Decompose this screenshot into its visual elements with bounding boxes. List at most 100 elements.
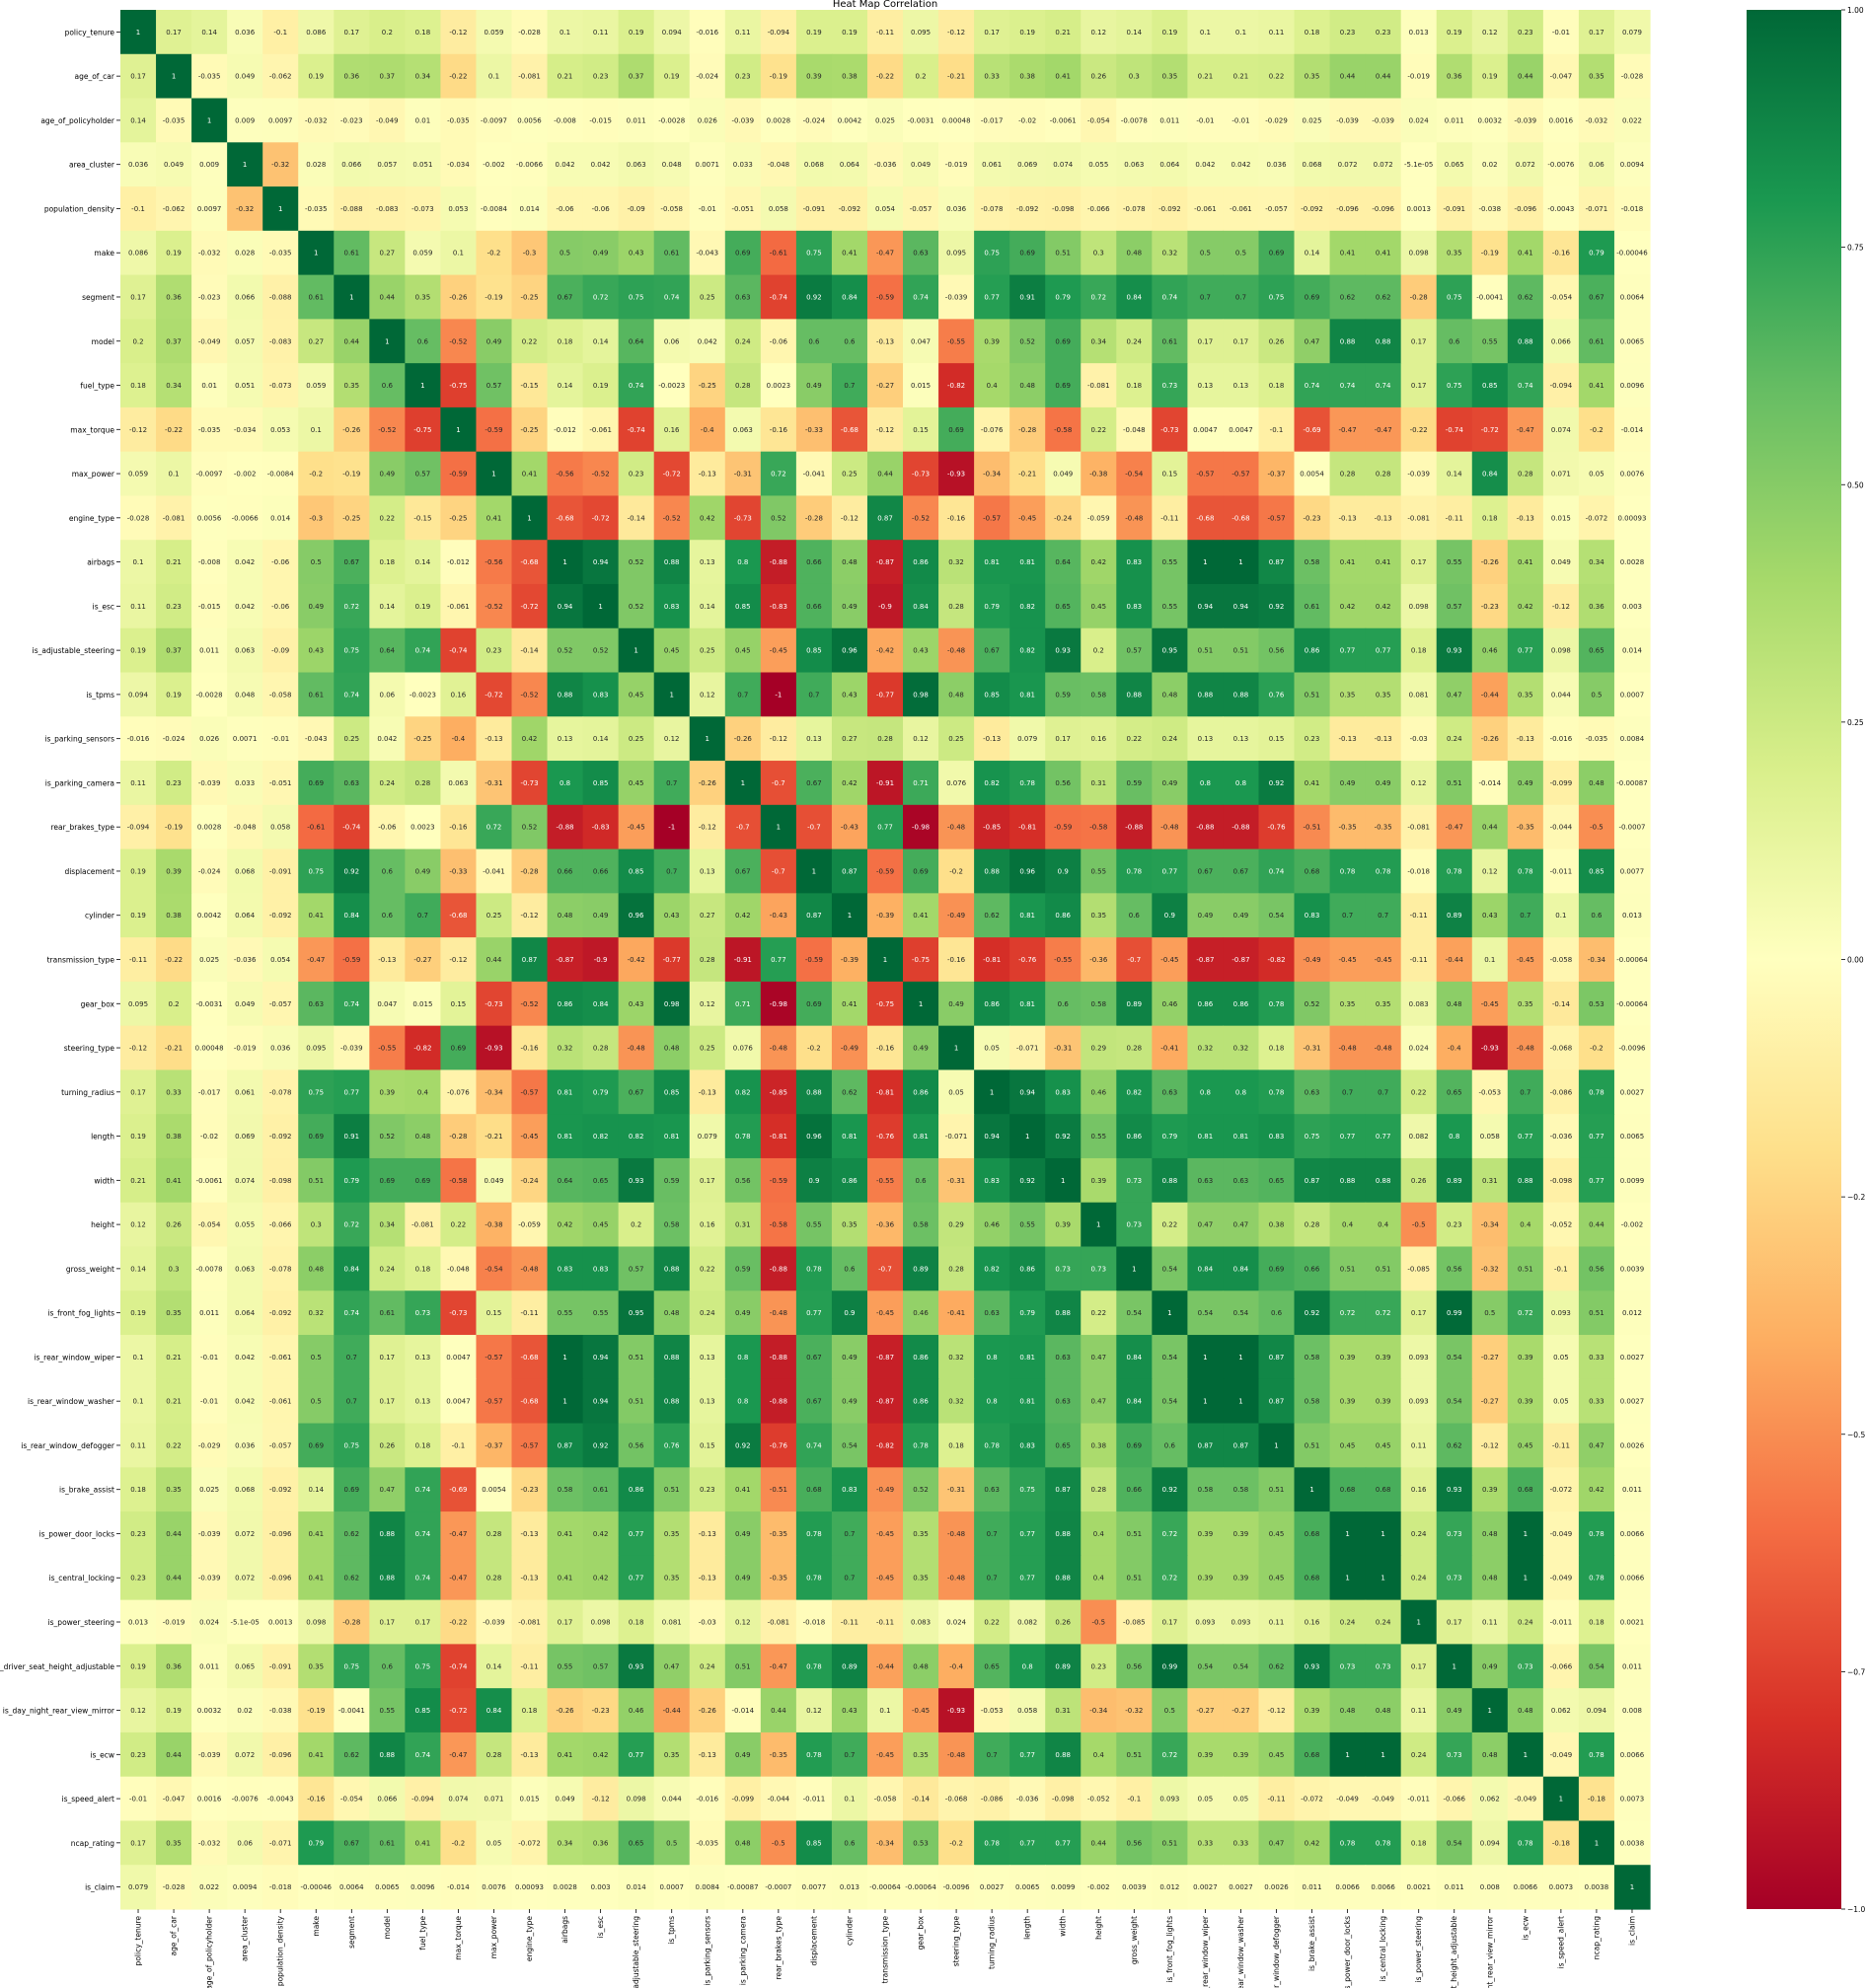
cell-value-label: -0.06: [770, 337, 788, 345]
cell-value-label: -0.041: [803, 471, 826, 479]
cell-value-label: -0.14: [1552, 1000, 1571, 1008]
cell-value-label: 0.1: [879, 1707, 890, 1715]
cell-value-label: -0.11: [1552, 1441, 1570, 1449]
cell-value-label: 0.58: [913, 1221, 929, 1229]
heatmap-cell: [724, 319, 762, 364]
heatmap-cell: [405, 53, 442, 100]
heatmap-cell: [156, 406, 192, 453]
cell-value-label: -0.3: [309, 514, 323, 522]
cell-value-label: -0.048: [768, 161, 790, 169]
cell-value-label: -0.088: [269, 293, 292, 301]
cell-value-label: 0.45: [1090, 603, 1106, 611]
cell-value-label: 0.17: [984, 29, 1000, 37]
cell-value-label: 0.0096: [1620, 382, 1645, 390]
cell-value-label: 0.84: [1127, 1398, 1143, 1406]
cell-value-label: 0.064: [840, 161, 860, 169]
cell-value-label: 0.43: [913, 647, 929, 655]
cell-value-label: 0.73: [1090, 1265, 1106, 1273]
cell-value-label: 0.35: [344, 382, 360, 390]
cell-value-label: 0.48: [415, 1133, 431, 1141]
cell-value-label: -0.0041: [338, 1707, 365, 1715]
cell-value-label: -0.0031: [908, 116, 934, 124]
cell-value-label: 0.5: [1164, 1707, 1175, 1715]
cell-value-label: 0.0084: [696, 1883, 720, 1891]
cell-value-label: 0.51: [308, 1177, 324, 1185]
cell-value-label: 0.73: [1518, 1662, 1533, 1670]
cell-value-label: 0.011: [1159, 116, 1179, 124]
heatmap-cell: [1329, 274, 1367, 320]
cell-value-label: 0.27: [308, 337, 324, 345]
cell-value-label: 0.12: [913, 735, 929, 743]
column-label: area_cluster: [241, 1915, 250, 1961]
heatmap-cell: [156, 186, 192, 232]
cell-value-label: 0.32: [1162, 250, 1178, 258]
cell-value-label: 0.21: [130, 1177, 146, 1185]
cell-value-label: 0.42: [1376, 603, 1391, 611]
row-label: is_front_fog_lights: [47, 1309, 114, 1318]
cell-value-label: 0.75: [415, 1662, 431, 1670]
heatmap-cell: [1436, 274, 1473, 320]
row-label: population_density: [44, 204, 115, 213]
cell-value-label: -0.35: [770, 1530, 787, 1538]
heatmap-cell: [1400, 363, 1438, 408]
cell-value-label: 0.2: [915, 73, 926, 81]
cell-value-label: 0.74: [1518, 382, 1533, 390]
cell-value-label: -0.018: [803, 1619, 826, 1627]
cell-value-label: 0.17: [1411, 382, 1427, 390]
cell-value-label: -0.59: [876, 293, 894, 301]
cell-value-label: -0.25: [413, 735, 431, 743]
cell-value-label: 0.1: [132, 1398, 143, 1406]
cell-value-label: 0.29: [948, 1221, 964, 1229]
cell-value-label: -0.00087: [1616, 779, 1647, 787]
cell-value-label: 0.36: [166, 1662, 182, 1670]
cell-value-label: 0.32: [948, 558, 964, 566]
cell-value-label: 0.011: [1445, 116, 1464, 124]
cell-value-label: 0.39: [1090, 1177, 1106, 1185]
cell-value-label: 0.049: [1053, 471, 1073, 479]
cell-value-label: 0.75: [1269, 293, 1285, 301]
cell-value-label: 0.68: [1305, 1575, 1320, 1583]
cell-value-label: 0.56: [735, 1177, 751, 1185]
heatmap-cell: [511, 406, 549, 453]
cell-value-label: 0.064: [235, 912, 256, 920]
cell-value-label: -0.22: [449, 73, 467, 81]
cell-value-label: -0.31: [947, 1177, 965, 1185]
heatmap-cell: [903, 319, 939, 364]
heatmap-cell: [334, 186, 370, 232]
cell-value-label: 0.94: [984, 1133, 1000, 1141]
row-label: cylinder: [85, 912, 115, 920]
cell-value-label: -0.11: [1410, 956, 1428, 964]
cell-value-label: 0.35: [913, 1530, 929, 1538]
cell-value-label: 0.54: [1447, 1354, 1462, 1362]
cell-value-label: 1: [1025, 1133, 1029, 1141]
cell-value-label: -0.011: [1407, 1796, 1430, 1804]
cell-value-label: -0.13: [520, 1530, 538, 1538]
cell-value-label: 0.036: [1266, 161, 1287, 169]
cell-value-label: 0.49: [308, 603, 324, 611]
cell-value-label: 0.77: [629, 1575, 644, 1583]
cell-value-label: 0.69: [1269, 1265, 1285, 1273]
cell-value-label: -0.03: [1410, 735, 1428, 743]
cell-value-label: -0.13: [699, 1530, 716, 1538]
cell-value-label: 0.098: [306, 1619, 326, 1627]
cell-value-label: 0.35: [1162, 73, 1178, 81]
cell-value-label: -0.039: [1515, 116, 1537, 124]
cell-value-label: -0.9: [594, 956, 608, 964]
cell-value-label: 0.48: [1376, 1707, 1391, 1715]
cell-value-label: -0.68: [1231, 514, 1249, 522]
cell-value-label: 0.83: [984, 1177, 1000, 1185]
cell-value-label: 0.024: [1409, 1045, 1430, 1053]
cell-value-label: 0.093: [1409, 1398, 1429, 1406]
cell-value-label: -0.011: [1550, 867, 1573, 875]
cell-value-label: 0.67: [558, 293, 573, 301]
cell-value-label: -0.75: [449, 382, 467, 390]
cell-value-label: 0.47: [1090, 1398, 1106, 1406]
cell-value-label: -0.33: [449, 867, 467, 875]
cell-value-label: 0.81: [1019, 1398, 1035, 1406]
cell-value-label: 0.16: [451, 691, 467, 699]
cell-value-label: 0.78: [1589, 1575, 1604, 1583]
row-label: is_power_door_locks: [39, 1529, 115, 1538]
cell-value-label: 0.0066: [1335, 1883, 1360, 1891]
cell-value-label: 0.01: [201, 382, 217, 390]
cell-value-label: 0.88: [1340, 337, 1356, 345]
